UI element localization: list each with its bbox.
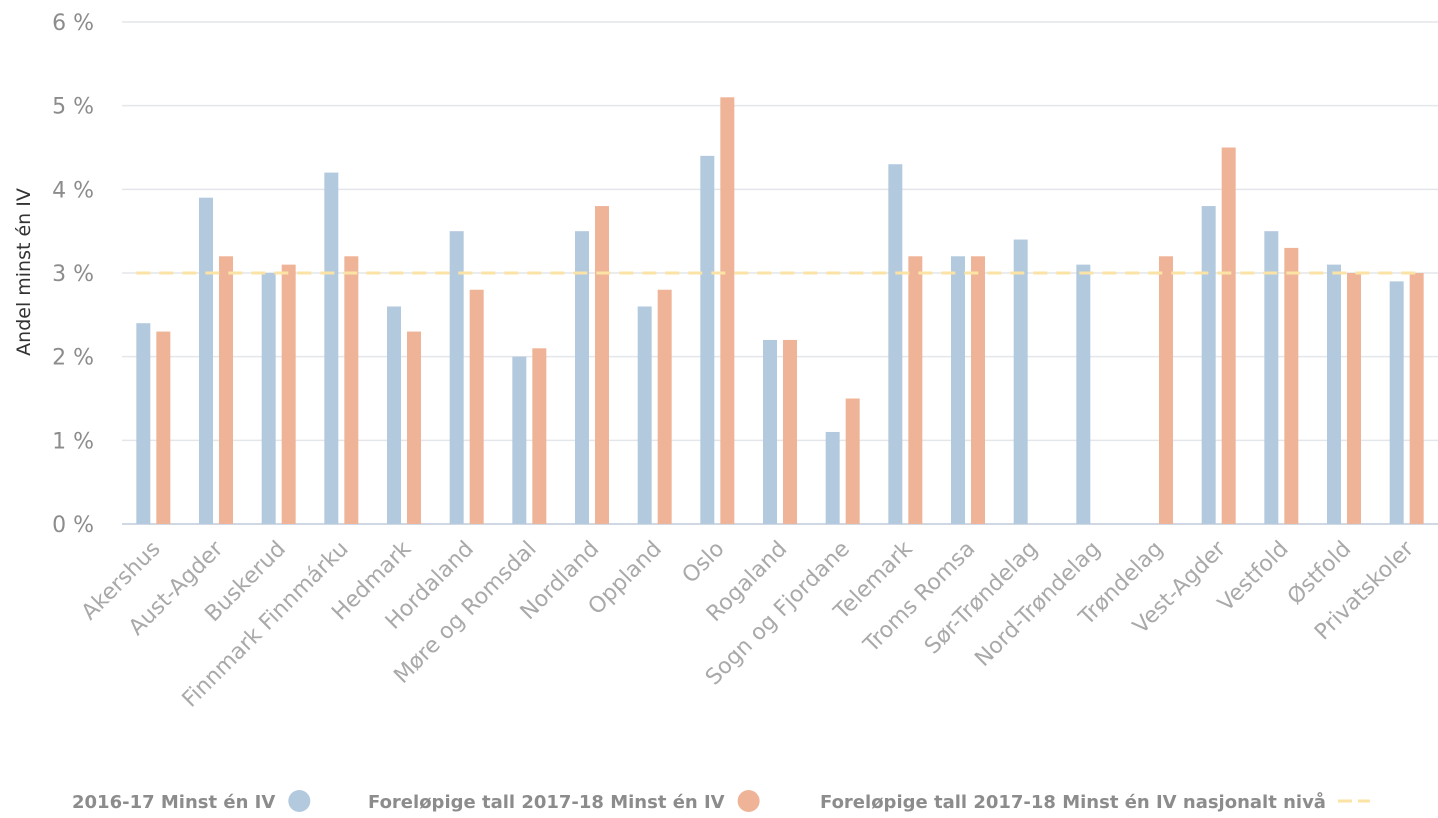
bar-2017-18: [156, 331, 171, 524]
bar-2017-18: [1159, 256, 1173, 524]
bar-2016-17: [888, 164, 903, 524]
bar-2016-17: [763, 339, 777, 524]
x-tick-label: Vestfold: [1213, 537, 1293, 617]
bar-2016-17: [700, 155, 715, 524]
bar-2017-18: [281, 264, 296, 524]
y-axis-ticks: 0 % 1 % 2 % 3 % 4 % 5 % 6 %: [52, 11, 94, 538]
bar-2017-18: [783, 339, 797, 524]
bar-2017-18: [407, 331, 421, 524]
y-tick-label: 0 %: [52, 513, 94, 538]
bar-2017-18: [1347, 273, 1361, 524]
legend-marker: [737, 790, 760, 812]
bar-2016-17: [1076, 264, 1091, 524]
y-tick-label: 2 %: [52, 346, 94, 371]
bar-2017-18: [908, 256, 923, 524]
y-axis-label: Andel minst én IV: [13, 188, 35, 356]
bar-2016-17: [324, 172, 339, 524]
bar-2016-17: [1013, 239, 1028, 525]
gridlines: [122, 21, 1438, 525]
bar-2017-18: [532, 348, 547, 524]
x-tick-label: Sør-Trøndelag: [920, 537, 1043, 660]
bar-2016-17: [449, 231, 464, 524]
x-tick-label: Oslo: [678, 537, 730, 589]
bars: [136, 97, 1424, 525]
bar-2017-18: [219, 256, 233, 524]
legend-label: 2016-17 Minst én IV: [72, 792, 275, 813]
y-tick-label: 1 %: [52, 429, 94, 454]
bar-2016-17: [1201, 206, 1216, 525]
bar-2016-17: [1264, 231, 1279, 524]
bar-2016-17: [387, 306, 401, 524]
bar-2016-17: [1327, 264, 1341, 524]
bar-2016-17: [951, 256, 965, 524]
bar-2016-17: [136, 323, 151, 524]
bar-2017-18: [971, 256, 985, 524]
bar-2017-18: [1221, 147, 1236, 524]
bar-2016-17: [575, 231, 589, 524]
bar-2017-18: [469, 289, 484, 524]
bar-2016-17: [512, 356, 527, 524]
bar-2017-18: [1284, 247, 1299, 524]
bar-2016-17: [637, 306, 652, 524]
legend-marker: [288, 790, 311, 812]
bar-2017-18: [845, 398, 860, 524]
bar-2017-18: [657, 289, 672, 524]
bar-2016-17: [825, 431, 840, 524]
legend-label: Foreløpige tall 2017-18 Minst én IV: [368, 792, 725, 813]
y-tick-label: 4 %: [52, 178, 94, 203]
bar-2016-17: [199, 197, 213, 524]
x-tick-label: Troms Romsa: [858, 537, 980, 659]
bar-2017-18: [720, 97, 735, 525]
bar-2016-17: [1389, 281, 1404, 524]
bar-2017-18: [595, 206, 609, 525]
bar-2016-17: [261, 273, 276, 524]
y-tick-label: 3 %: [52, 262, 94, 287]
bar-2017-18: [1409, 273, 1424, 524]
legend-label: Foreløpige tall 2017-18 Minst én IV nasj…: [820, 791, 1326, 813]
bar-2017-18: [344, 256, 359, 524]
y-tick-label: 5 %: [52, 95, 94, 120]
legend: 2016-17 Minst én IV Foreløpige tall 2017-…: [72, 790, 1370, 813]
y-tick-label: 6 %: [52, 11, 94, 36]
